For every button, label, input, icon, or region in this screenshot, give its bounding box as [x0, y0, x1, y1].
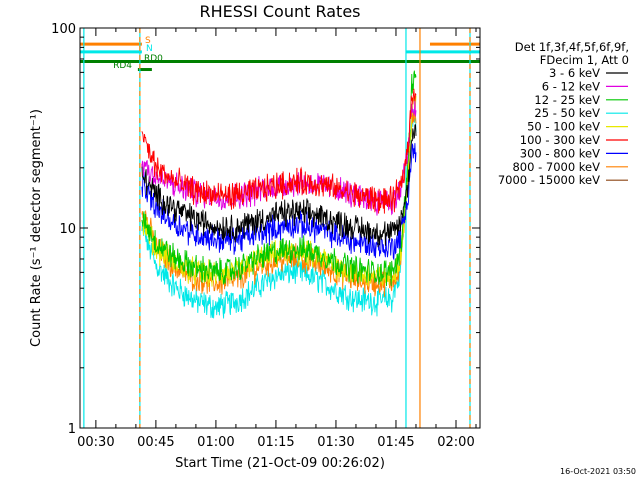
flag-label-rd4: RD4 — [113, 61, 132, 71]
series-line — [141, 124, 417, 248]
series-line — [141, 70, 417, 287]
legend-label: 3 - 6 keV — [549, 66, 600, 80]
render-timestamp: 16-Oct-2021 03:50 — [560, 467, 636, 476]
flag-label-n: N — [146, 44, 153, 54]
legend: Det 1f,3f,4f,5f,6f,9f, FDecim 1, Att 0 3… — [498, 40, 629, 187]
legend-label: 7000 - 15000 keV — [498, 173, 600, 187]
x-tick-label: 00:45 — [137, 435, 174, 450]
legend-label: 300 - 800 keV — [520, 146, 600, 160]
flag-label-rd0: RD0 — [144, 54, 163, 64]
series-line — [141, 88, 417, 214]
x-tick-label: 01:15 — [257, 435, 294, 450]
series-layer — [141, 70, 417, 319]
legend-header-line-1: Det 1f,3f,4f,5f,6f,9f, — [515, 40, 629, 54]
x-tick-label: 00:30 — [77, 435, 114, 450]
markers-layer — [83, 28, 471, 428]
x-tick-label: 01:45 — [377, 435, 414, 450]
legend-label: 50 - 100 keV — [527, 120, 600, 134]
legend-label: 25 - 50 keV — [534, 106, 600, 120]
series-line — [141, 143, 417, 261]
flag-label-s: S — [145, 36, 151, 46]
legend-header-line-2: FDecim 1, Att 0 — [540, 53, 629, 67]
legend-label: 100 - 300 keV — [520, 133, 600, 147]
y-tick-label: 100 — [51, 22, 76, 37]
axes-layer: 00:30 00:45 01:00 01:15 01:30 01:45 02:00 1 10 10… — [51, 22, 480, 450]
x-tick-label: 01:30 — [317, 435, 354, 450]
x-tick-label: 02:00 — [437, 435, 474, 450]
legend-label: 6 - 12 keV — [542, 79, 600, 93]
y-tick-label: 10 — [59, 222, 76, 237]
y-tick-label: 1 — [68, 422, 76, 437]
legend-label: 12 - 25 keV — [534, 93, 600, 107]
series-line — [141, 109, 417, 319]
x-axis-title: Start Time (21-Oct-09 00:26:02) — [175, 456, 385, 471]
x-tick-label: 01:00 — [197, 435, 234, 450]
chart-title: RHESSI Count Rates — [200, 2, 361, 21]
legend-label: 800 - 7000 keV — [512, 160, 600, 174]
y-axis-title: Count Rate (s⁻¹ detector segment⁻¹) — [29, 109, 44, 347]
